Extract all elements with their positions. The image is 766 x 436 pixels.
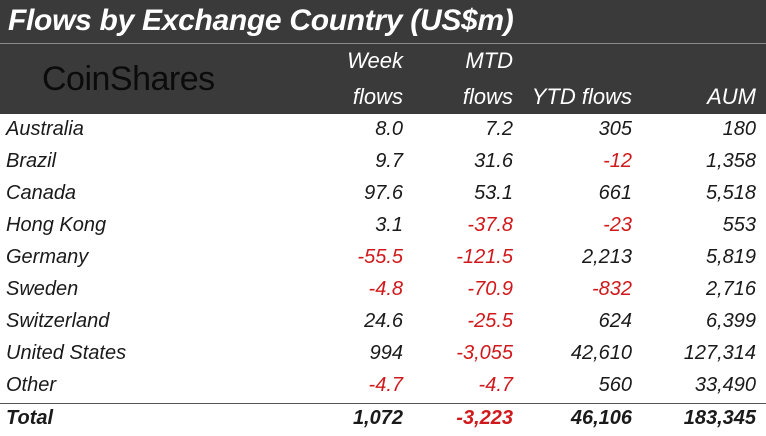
aum-value: 5,819	[705, 246, 756, 268]
mtd-value: 31.6	[474, 150, 513, 172]
country-label: Brazil	[6, 150, 57, 172]
week-value: -4.8	[368, 278, 403, 300]
total-label: Total	[6, 407, 54, 429]
table-row: Brazil 9.7 31.6 -12 1,358	[0, 147, 766, 179]
country-label: Germany	[6, 246, 89, 268]
week-value: -55.5	[357, 246, 403, 268]
country-label: Other	[6, 374, 57, 396]
chart-title: Flows by Exchange Country (US$m)	[8, 4, 514, 37]
week-value: -4.7	[368, 374, 403, 396]
ytd-value: 661	[598, 182, 632, 204]
table-row: United States 994 -3,055 42,610 127,314	[0, 339, 766, 371]
ytd-value: 42,610	[570, 342, 632, 364]
total-ytd: 46,106	[570, 407, 632, 429]
ytd-value: 2,213	[581, 246, 632, 268]
mtd-value: -4.7	[478, 374, 513, 396]
mtd-value: -70.9	[467, 278, 513, 300]
total-aum: 183,345	[683, 407, 756, 429]
ytd-value: 624	[598, 310, 632, 332]
week-value: 97.6	[364, 182, 403, 204]
aum-value: 5,518	[705, 182, 756, 204]
aum-value: 2,716	[705, 278, 756, 300]
table-row: Sweden -4.8 -70.9 -832 2,716	[0, 275, 766, 307]
header-week-line2: flows	[352, 84, 403, 109]
header-week-line1: Week	[347, 48, 403, 73]
header-mtd-line1: MTD	[465, 48, 513, 73]
country-label: Hong Kong	[6, 214, 107, 236]
country-label: Switzerland	[6, 310, 110, 332]
mtd-value: 53.1	[474, 182, 513, 204]
mtd-value: -25.5	[467, 310, 513, 332]
total-week: 1,072	[352, 407, 403, 429]
aum-value: 33,490	[694, 374, 756, 396]
total-divider	[0, 403, 766, 404]
table-row: Hong Kong 3.1 -37.8 -23 553	[0, 211, 766, 243]
aum-value: 180	[722, 118, 756, 140]
week-value: 8.0	[375, 118, 403, 140]
ytd-value: -23	[603, 214, 632, 236]
mtd-value: 7.2	[485, 118, 513, 140]
week-value: 9.7	[375, 150, 403, 172]
aum-value: 553	[722, 214, 756, 236]
ytd-value: -832	[591, 278, 632, 300]
total-row: Total 1,072 -3,223 46,106 183,345	[0, 404, 766, 436]
title-divider	[0, 43, 766, 44]
country-label: Sweden	[6, 278, 79, 300]
aum-value: 6,399	[705, 310, 756, 332]
table-row: Canada 97.6 53.1 661 5,518	[0, 179, 766, 211]
ytd-value: 560	[598, 374, 632, 396]
header-ytd: YTD flows	[531, 84, 632, 109]
coinshares-logo: CoinShares	[42, 60, 215, 98]
mtd-value: -3,055	[456, 342, 513, 364]
country-label: Australia	[6, 118, 84, 140]
total-mtd: -3,223	[456, 407, 513, 429]
aum-value: 127,314	[683, 342, 756, 364]
table-header: Flows by Exchange Country (US$m) CoinSha…	[0, 0, 766, 114]
country-label: United States	[6, 342, 127, 364]
table-row: Australia 8.0 7.2 305 180	[0, 115, 766, 147]
country-label: Canada	[6, 182, 77, 204]
header-aum: AUM	[707, 84, 756, 109]
header-mtd-line2: flows	[462, 84, 513, 109]
week-value: 24.6	[364, 310, 403, 332]
table-row: Germany -55.5 -121.5 2,213 5,819	[0, 243, 766, 275]
mtd-value: -37.8	[467, 214, 513, 236]
aum-value: 1,358	[705, 150, 756, 172]
mtd-value: -121.5	[456, 246, 513, 268]
table-row: Switzerland 24.6 -25.5 624 6,399	[0, 307, 766, 339]
week-value: 994	[369, 342, 403, 364]
ytd-value: -12	[603, 150, 632, 172]
week-value: 3.1	[375, 214, 403, 236]
ytd-value: 305	[598, 118, 632, 140]
table-row: Other -4.7 -4.7 560 33,490	[0, 371, 766, 403]
